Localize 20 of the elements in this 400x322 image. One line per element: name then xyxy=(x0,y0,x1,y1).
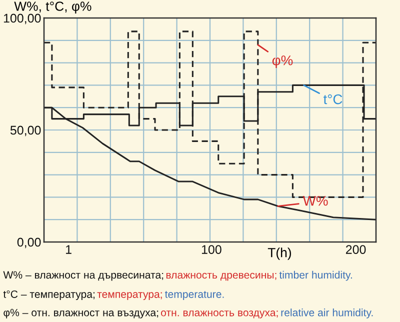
text: влажность древесины; xyxy=(166,272,276,281)
text: температура; xyxy=(97,292,162,300)
text: t°C – температура; xyxy=(3,290,94,300)
x-tick-label: 1 xyxy=(66,245,72,254)
x-tick-label: 100 xyxy=(202,245,222,254)
annotation: φ% xyxy=(272,56,293,68)
annotation: t°C xyxy=(323,94,342,104)
y-tick-label: 50,00 xyxy=(10,126,41,136)
text: отн. влажность воздуха; xyxy=(161,310,278,318)
annotation: W% xyxy=(302,196,328,206)
y-tick-label: 100,00 xyxy=(4,14,41,24)
text: temperature. xyxy=(164,291,224,300)
text: relative air humidity. xyxy=(281,308,373,318)
x-axis-title: T(h) xyxy=(268,248,291,260)
y-axis-title: W%, t°C, φ% xyxy=(14,2,92,14)
text: φ% – отн. влажност на въздуха; xyxy=(4,308,158,318)
x-tick-label: 200 xyxy=(346,245,366,254)
text: timber humidity. xyxy=(279,270,352,281)
y-tick-label: 0,00 xyxy=(17,238,41,248)
text: W% – влажност на дървесината; xyxy=(3,271,164,281)
